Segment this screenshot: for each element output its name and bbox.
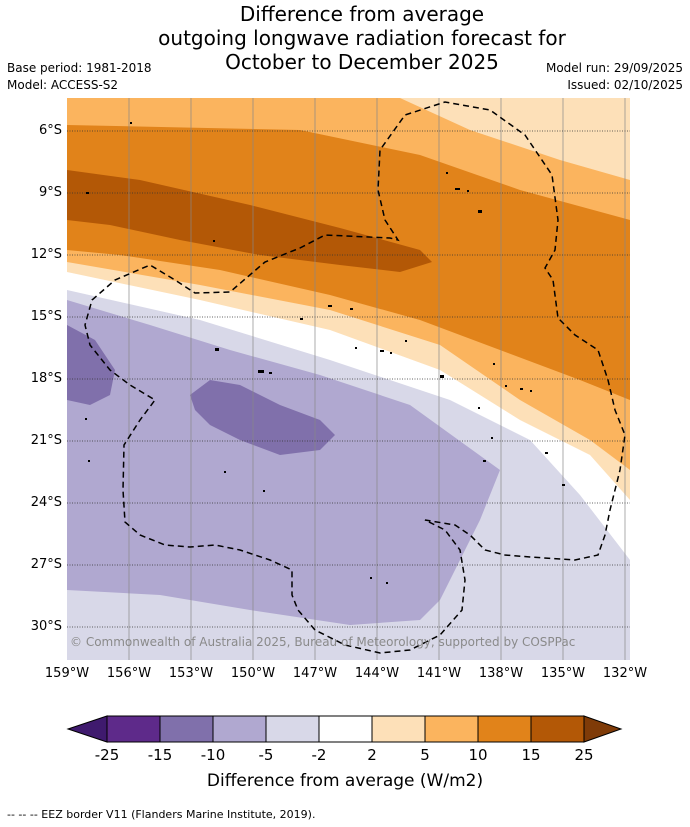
colorbar-swatch-4 — [266, 716, 319, 742]
colorbar-tick-minus10: -10 — [200, 746, 226, 764]
colorbar-tick-minus5: -5 — [258, 746, 274, 764]
lon-label-159w: 159°W — [44, 666, 90, 681]
lat-label-30s: 30°S — [30, 619, 62, 634]
colorbar-over-arrow — [583, 715, 623, 743]
colorbar-under-arrow — [66, 715, 108, 743]
model-run: Model run: 29/09/2025 — [545, 61, 683, 75]
band-minus10-minus15-west — [67, 325, 115, 405]
lon-label-132w: 132°W — [602, 666, 648, 681]
meta-left: Base period: 1981-2018 Model: ACCESS-S2 — [7, 60, 152, 94]
lon-label-144w: 144°W — [354, 666, 400, 681]
lon-label-153w: 153°W — [168, 666, 214, 681]
lon-label-138w: 138°W — [478, 666, 524, 681]
colorbar-tick-2: 2 — [367, 746, 377, 764]
colorbar — [66, 715, 623, 743]
lon-label-147w: 147°W — [292, 666, 338, 681]
title-line-3: October to December 2025 — [225, 50, 499, 74]
lat-label-21s: 21°S — [30, 433, 62, 448]
copyright-notice: © Commonwealth of Australia 2025, Bureau… — [70, 635, 576, 649]
lon-label-135w: 135°W — [540, 666, 586, 681]
band-minus10-minus15-central — [190, 380, 335, 455]
lat-label-24s: 24°S — [30, 495, 62, 510]
eez-border — [84, 101, 626, 654]
band-minus5-minus10 — [67, 300, 500, 625]
colorbar-swatch-3 — [213, 716, 266, 742]
title-line-1: Difference from average — [239, 2, 485, 26]
lat-label-12s: 12°S — [30, 247, 62, 262]
band-15-25 — [67, 170, 432, 272]
colorbar-swatch-6 — [372, 716, 425, 742]
lat-label-9s: 9°S — [38, 185, 62, 200]
colorbar-tick-minus2: -2 — [311, 746, 327, 764]
colorbar-tick-10: 10 — [468, 746, 488, 764]
lat-label-6s: 6°S — [38, 123, 62, 138]
colorbar-tick-minus25: -25 — [94, 746, 120, 764]
graticule — [128, 98, 626, 660]
model-name: Model: ACCESS-S2 — [7, 78, 119, 92]
colorbar-tick-minus15: -15 — [147, 746, 173, 764]
base-period: Base period: 1981-2018 — [7, 61, 152, 75]
colorbar-swatch-5 — [319, 716, 372, 742]
colorbar-frame — [106, 715, 585, 743]
colorbar-swatch-8 — [478, 716, 531, 742]
meta-right: Model run: 29/09/2025 Issued: 02/10/2025 — [546, 60, 683, 94]
lat-label-27s: 27°S — [30, 557, 62, 572]
eez-legend-footer: -- -- -- EEZ border V11 (Flanders Marine… — [7, 808, 316, 821]
colorbar-tick-25: 25 — [574, 746, 594, 764]
islands — [85, 122, 565, 584]
lon-label-141w: 141°W — [416, 666, 462, 681]
colorbar-title: Difference from average (W/m2) — [206, 771, 484, 791]
colorbar-tick-5: 5 — [420, 746, 430, 764]
colorbar-swatch-2 — [160, 716, 213, 742]
lon-label-150w: 150°W — [230, 666, 276, 681]
colorbar-swatch-7 — [425, 716, 478, 742]
issued-date: Issued: 02/10/2025 — [567, 78, 683, 92]
colorbar-swatch-1 — [107, 716, 160, 742]
title-line-2: outgoing longwave radiation forecast for — [158, 26, 566, 50]
colorbar-tick-15: 15 — [521, 746, 541, 764]
lat-label-15s: 15°S — [30, 309, 62, 324]
lon-label-156w: 156°W — [106, 666, 152, 681]
map-title: Difference from average outgoing longwav… — [100, 2, 624, 74]
anomaly-field — [67, 98, 630, 660]
colorbar-swatch-9 — [531, 716, 584, 742]
lat-label-18s: 18°S — [30, 371, 62, 386]
